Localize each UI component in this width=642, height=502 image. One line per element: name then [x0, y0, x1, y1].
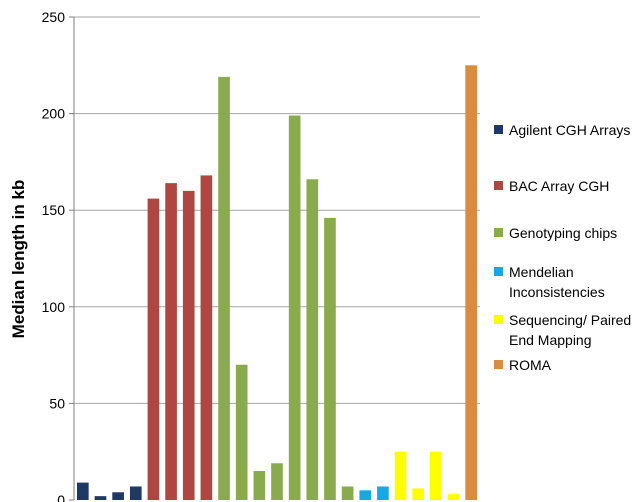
bar	[324, 217, 336, 500]
bar	[394, 451, 407, 500]
bar	[465, 65, 477, 501]
bar	[412, 488, 425, 500]
bar	[182, 190, 195, 500]
legend-swatch	[494, 228, 503, 237]
gridlines	[74, 16, 480, 404]
bar	[306, 179, 319, 501]
bar	[288, 115, 301, 500]
y-tick-label: 250	[42, 9, 66, 25]
y-tick-labels: 0 50 100 150 200 250	[42, 9, 66, 502]
y-tick-label: 50	[49, 395, 65, 411]
legend-item: BAC Array CGH	[494, 176, 641, 196]
y-tick-label: 100	[42, 299, 66, 315]
bar	[235, 364, 248, 500]
bar	[359, 490, 372, 500]
legend-item: Mendelian Inconsistencies	[494, 262, 641, 302]
legend-label: ROMA	[509, 357, 551, 373]
bars	[77, 65, 477, 501]
legend-item: Sequencing/ Paired End Mapping	[494, 310, 641, 350]
legend-swatch	[494, 267, 503, 276]
bar	[253, 471, 266, 500]
bar	[112, 492, 124, 500]
bar	[77, 482, 89, 500]
legend-item: Genotyping chips	[494, 223, 641, 243]
bar	[94, 496, 107, 500]
legend-item: ROMA	[494, 355, 641, 375]
bar	[147, 198, 160, 501]
y-tick-label: 0	[57, 492, 65, 502]
y-axis-title: Median length in kb	[9, 180, 28, 339]
legend-label: Genotyping chips	[509, 225, 618, 241]
axes	[69, 16, 75, 501]
bar	[271, 463, 283, 500]
bar	[165, 183, 177, 500]
legend-label: BAC Array CGH	[509, 178, 610, 194]
bar	[430, 451, 442, 500]
bar	[218, 76, 230, 500]
bar	[377, 486, 389, 500]
legend-item: Agilent CGH Arrays	[494, 120, 641, 140]
legend-swatch	[494, 315, 503, 324]
legend-swatch	[494, 360, 503, 369]
legend-label: Sequencing/ Paired End Mapping	[509, 312, 632, 348]
legend-swatch	[494, 181, 503, 190]
y-tick-label: 200	[42, 106, 66, 122]
legend-label: Agilent CGH Arrays	[509, 122, 631, 138]
bar	[447, 494, 460, 500]
bar	[341, 486, 354, 500]
legend-label: Mendelian Inconsistencies	[509, 264, 605, 300]
y-tick-label: 150	[42, 202, 66, 218]
bar	[200, 175, 213, 501]
legend-swatch	[494, 125, 503, 134]
bar	[129, 486, 142, 500]
